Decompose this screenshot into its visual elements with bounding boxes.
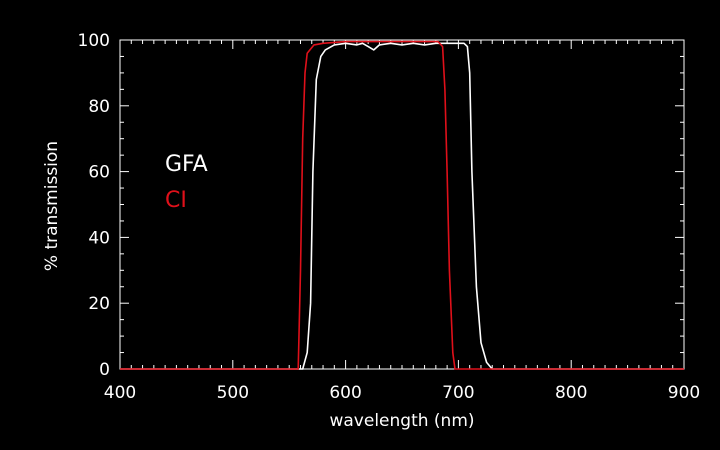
y-tick-label: 100	[78, 31, 110, 51]
y-tick-label: 60	[88, 163, 110, 183]
legend-entry-gfa: GFA	[165, 152, 208, 177]
x-tick-label: 400	[104, 383, 136, 403]
x-tick-label: 700	[442, 383, 474, 403]
y-tick-label: 0	[99, 360, 110, 380]
y-tick-label: 40	[88, 228, 110, 248]
x-tick-label: 800	[555, 383, 587, 403]
legend-entry-ci: CI	[165, 188, 187, 213]
y-tick-label: 20	[88, 294, 110, 314]
x-tick-label: 600	[329, 383, 361, 403]
x-tick-label: 900	[668, 383, 700, 403]
series-line-ci	[120, 40, 684, 370]
legend: GFA CI	[165, 152, 208, 213]
x-axis-title: wavelength (nm)	[329, 411, 474, 431]
x-tick-label: 500	[217, 383, 249, 403]
y-axis-title: % transmission	[42, 141, 62, 271]
series-line-gfa	[120, 42, 684, 370]
data-series	[120, 40, 684, 370]
y-tick-label: 80	[88, 97, 110, 117]
tick-labels: 400 500 600 700 800 900 0 20 40 60 80 100	[78, 31, 701, 403]
